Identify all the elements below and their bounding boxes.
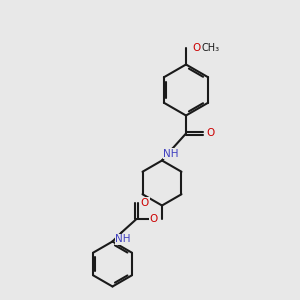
Text: NH: NH xyxy=(163,149,179,159)
Text: NH: NH xyxy=(115,234,131,244)
Text: O: O xyxy=(149,214,158,224)
Text: CH₃: CH₃ xyxy=(202,43,220,53)
Text: O: O xyxy=(192,43,201,53)
Text: O: O xyxy=(141,197,149,208)
Text: O: O xyxy=(207,128,215,139)
